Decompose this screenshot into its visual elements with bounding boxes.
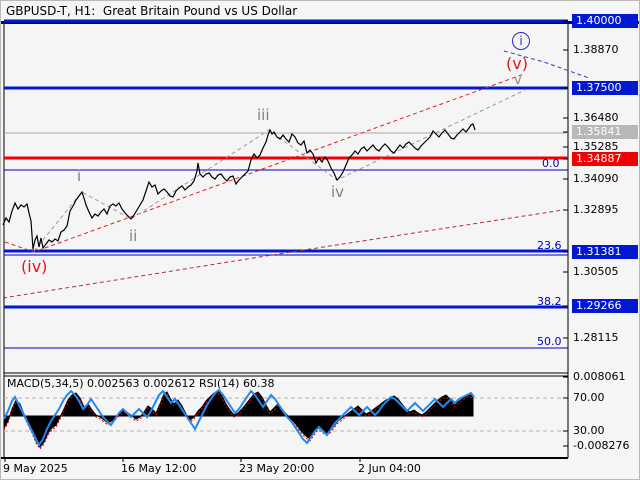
wave-label: v — [514, 73, 522, 88]
fib-level-label: 0.0 — [542, 157, 560, 170]
price-axis-label: 30.00 — [573, 424, 605, 437]
time-axis-label: 9 May 2025 — [3, 462, 68, 475]
price-axis-label: 70.00 — [573, 391, 605, 404]
price-axis-label: 1.40000 — [572, 14, 638, 28]
blue-projection — [503, 50, 590, 79]
price-axis-label: 1.30505 — [573, 265, 619, 278]
fib-level-label: 50.0 — [537, 335, 562, 348]
price-axis-label: 1.28115 — [573, 331, 619, 344]
wave-label: (iv) — [21, 257, 48, 276]
wave-label: ii — [129, 227, 138, 245]
wave-label-circled: i — [512, 32, 530, 50]
wave-label: i — [77, 167, 82, 185]
rsi-line — [3, 388, 475, 447]
fib-level-label: 38.2 — [537, 295, 562, 308]
price-axis-label: 1.38870 — [573, 43, 619, 56]
price-axis-label: 1.35285 — [573, 140, 619, 153]
wave-label: (v) — [506, 54, 528, 73]
price-axis-label: 1.32895 — [573, 203, 619, 216]
wave-label: iv — [331, 183, 345, 201]
red-channel-upper — [4, 73, 525, 253]
indicator-header: MACD(5,34,5) 0.002563 0.002612 RSI(14) 6… — [7, 377, 275, 390]
price-axis-label: 0.008061 — [573, 370, 626, 383]
price-axis-label: 1.36480 — [573, 111, 619, 124]
price-axis-label: 1.37500 — [572, 81, 638, 95]
fib-level-label: 23.6 — [537, 239, 562, 252]
price-axis-label: 1.34090 — [573, 172, 619, 185]
price-line — [2, 123, 476, 250]
price-axis-label: 1.35841 — [572, 125, 638, 139]
time-axis-label: 23 May 20:00 — [239, 462, 315, 475]
price-axis-label: -0.008276 — [573, 439, 630, 452]
red-channel-lower — [2, 209, 564, 299]
gray-wave-path — [33, 89, 526, 252]
price-axis-label: 1.34887 — [572, 152, 638, 166]
wave-label: iii — [257, 106, 270, 124]
macd-histogram — [3, 390, 474, 448]
time-axis-label: 2 Jun 04:00 — [358, 462, 421, 475]
price-axis-label: 1.31381 — [572, 245, 638, 259]
chart-title: GBPUSD-T, H1: Great Britain Pound vs US … — [6, 4, 298, 18]
price-axis-label: 1.29266 — [572, 299, 638, 313]
time-axis-label: 16 May 12:00 — [121, 462, 197, 475]
